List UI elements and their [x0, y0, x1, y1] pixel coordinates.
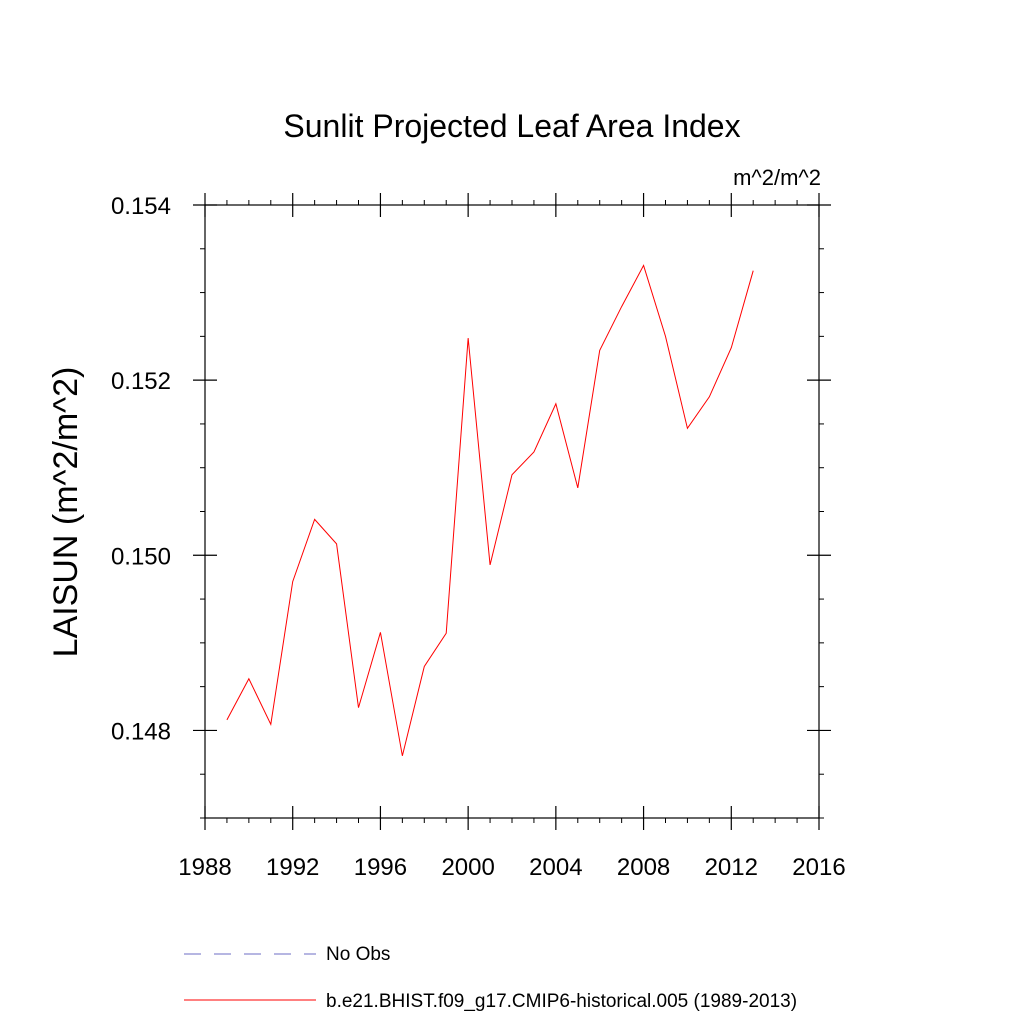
units-label: m^2/m^2: [733, 165, 821, 190]
x-tick-label: 2000: [441, 854, 494, 881]
axis-ticks: [193, 193, 831, 830]
y-tick-label: 0.148: [111, 718, 171, 745]
legend-label-no-obs: No Obs: [326, 944, 390, 965]
series-line: [226, 264, 754, 756]
x-tick-label: 1992: [266, 854, 319, 881]
chart-title: Sunlit Projected Leaf Area Index: [283, 108, 740, 144]
legend-label-historical: b.e21.BHIST.f09_g17.CMIP6-historical.005…: [326, 991, 797, 1012]
y-axis-label: LAISUN (m^2/m^2): [47, 367, 85, 658]
plot-frame: [204, 204, 820, 819]
y-tick-label: 0.152: [111, 368, 171, 395]
x-tick-label: 1988: [178, 854, 231, 881]
x-tick-label: 2012: [705, 854, 758, 881]
x-tick-label: 1996: [354, 854, 407, 881]
y-tick-label: 0.150: [111, 543, 171, 570]
y-tick-label: 0.154: [111, 193, 171, 220]
tick-labels: 1988 1992 1996 2000 2004 2008 2012 2016 0.148 0.1…: [111, 193, 846, 881]
x-tick-label: 2008: [617, 854, 670, 881]
series-layer: [226, 264, 754, 756]
x-tick-label: 2004: [529, 854, 582, 881]
legend: No Obs b.e21.BHIST.f09_g17.CMIP6-histori…: [184, 944, 797, 1012]
x-tick-label: 2016: [792, 854, 845, 881]
